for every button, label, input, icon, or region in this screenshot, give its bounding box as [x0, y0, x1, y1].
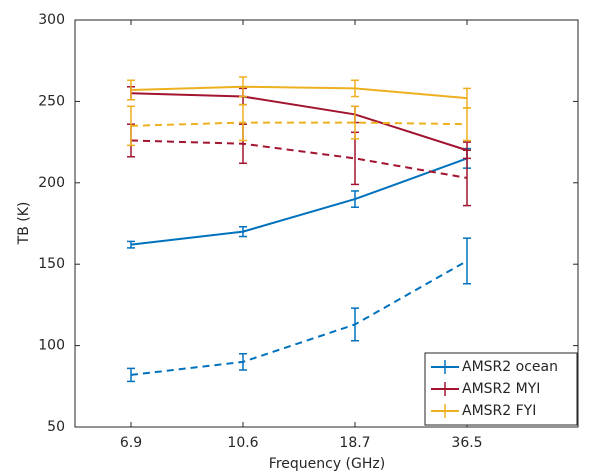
error-bar: [463, 149, 471, 207]
error-bar: [127, 79, 135, 101]
error-bar: [351, 79, 359, 98]
error-bar: [239, 76, 247, 98]
y-axis-label: TB (K): [16, 202, 32, 246]
error-bar: [351, 190, 359, 208]
y-tick-label: 150: [38, 256, 65, 272]
x-tick-label: 6.9: [120, 435, 142, 451]
x-tick-label: 18.7: [339, 435, 370, 451]
y-tick-label: 250: [38, 93, 65, 109]
series-line: [130, 121, 468, 127]
error-bar: [463, 107, 471, 142]
y-tick-label: 300: [38, 12, 65, 28]
x-axis-label: Frequency (GHz): [269, 456, 385, 472]
y-tick-label: 100: [38, 338, 65, 354]
error-bar: [351, 307, 359, 342]
legend-label: AMSR2 MYI: [462, 381, 540, 397]
series-line: [130, 260, 468, 376]
series-line: [130, 92, 468, 152]
legend-label: AMSR2 ocean: [462, 359, 558, 375]
series-line: [130, 139, 468, 179]
y-tick-label: 50: [47, 419, 65, 435]
error-bar: [239, 352, 247, 371]
error-bar: [127, 240, 135, 249]
error-bar: [239, 226, 247, 238]
series-line: [130, 85, 468, 100]
x-tick-label: 10.6: [227, 435, 258, 451]
series-line: [130, 157, 468, 246]
error-bar: [351, 105, 359, 140]
y-tick-label: 200: [38, 175, 65, 191]
legend-label: AMSR2 FYI: [462, 403, 536, 419]
error-bar: [127, 367, 135, 383]
plot-frame: [74, 19, 579, 428]
error-bar: [127, 105, 135, 147]
error-bar: [463, 237, 471, 285]
error-bar: [239, 103, 247, 142]
x-tick-label: 36.5: [451, 435, 482, 451]
